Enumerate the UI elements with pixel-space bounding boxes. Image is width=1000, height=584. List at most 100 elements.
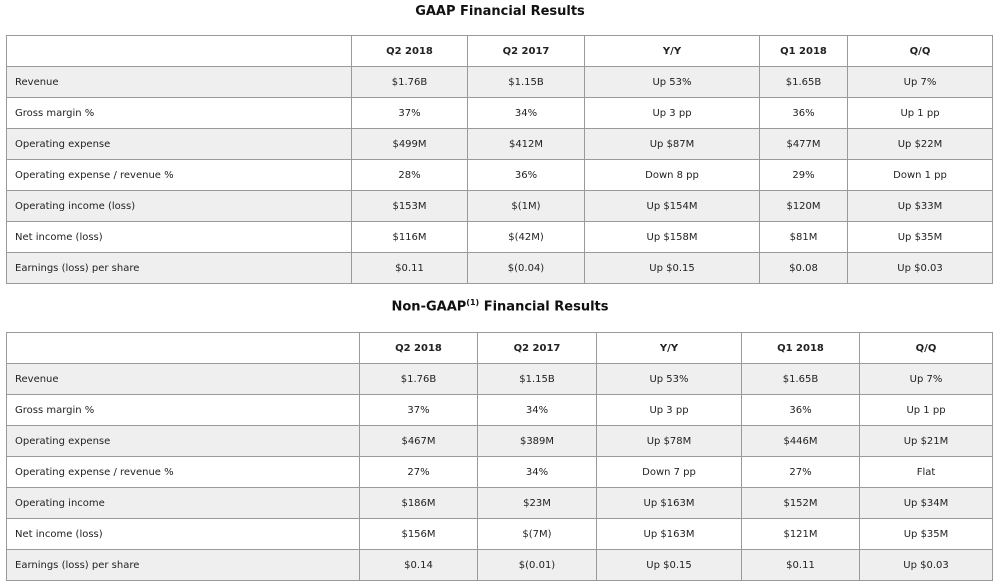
table-cell: Up 3 pp (584, 97, 760, 129)
table-cell: $1.76B (359, 363, 478, 395)
table-row: Gross margin % 37% 34% Up 3 pp 36% Up 1 pp (6, 97, 993, 129)
table-cell: 34% (477, 394, 597, 426)
table-cell: Up $87M (584, 128, 760, 160)
table-cell: Up $22M (847, 128, 993, 160)
table-header-row: Q2 2018 Q2 2017 Y/Y Q1 2018 Q/Q (6, 35, 993, 67)
table-cell: $477M (759, 128, 848, 160)
table-cell: Up $35M (847, 221, 993, 253)
column-header: Q1 2018 (759, 35, 848, 67)
column-header: Q2 2017 (477, 332, 597, 364)
table-cell: $0.11 (351, 252, 468, 284)
table-row: Revenue $1.76B $1.15B Up 53% $1.65B Up 7% (6, 363, 993, 395)
table-cell: Up 1 pp (847, 97, 993, 129)
table-cell: Up $158M (584, 221, 760, 253)
table-cell: $1.65B (741, 363, 860, 395)
table-cell: Up $0.03 (847, 252, 993, 284)
column-header (6, 332, 360, 364)
row-label: Net income (loss) (6, 221, 352, 253)
table-cell: $(0.04) (467, 252, 585, 284)
row-label: Gross margin % (6, 394, 360, 426)
table-cell: $0.11 (741, 549, 860, 581)
table-cell: $389M (477, 425, 597, 457)
column-header: Y/Y (596, 332, 742, 364)
table-row: Earnings (loss) per share $0.11 $(0.04) Up … (6, 252, 993, 284)
table-cell: Up 53% (596, 363, 742, 395)
row-label: Operating expense / revenue % (6, 456, 360, 488)
table-cell: $23M (477, 487, 597, 519)
row-label: Operating expense / revenue % (6, 159, 352, 191)
table-cell: Up $0.15 (596, 549, 742, 581)
column-header: Q1 2018 (741, 332, 860, 364)
row-label: Operating income (6, 487, 360, 519)
table-cell: $156M (359, 518, 478, 550)
table-cell: 29% (759, 159, 848, 191)
table-header-row: Q2 2018 Q2 2017 Y/Y Q1 2018 Q/Q (6, 332, 993, 364)
table-cell: 28% (351, 159, 468, 191)
row-label: Gross margin % (6, 97, 352, 129)
table-cell: $446M (741, 425, 860, 457)
table-cell: $81M (759, 221, 848, 253)
table-cell: Up $33M (847, 190, 993, 222)
table-cell: Flat (859, 456, 993, 488)
table-row: Operating expense $467M $389M Up $78M $446M U… (6, 425, 993, 457)
table-cell: $0.14 (359, 549, 478, 581)
table-cell: Up 1 pp (859, 394, 993, 426)
column-header: Q2 2018 (351, 35, 468, 67)
table-row: Gross margin % 37% 34% Up 3 pp 36% Up 1 pp (6, 394, 993, 426)
column-header: Q2 2018 (359, 332, 478, 364)
row-label: Operating expense (6, 128, 352, 160)
table-cell: Up $163M (596, 518, 742, 550)
row-label: Operating expense (6, 425, 360, 457)
table-cell: 37% (351, 97, 468, 129)
row-label: Revenue (6, 363, 360, 395)
table-row: Revenue $1.76B $1.15B Up 53% $1.65B Up 7% (6, 66, 993, 98)
table-cell: $0.08 (759, 252, 848, 284)
table-cell: Up $35M (859, 518, 993, 550)
table-cell: Up $0.15 (584, 252, 760, 284)
row-label: Operating income (loss) (6, 190, 352, 222)
table-row: Operating expense $499M $412M Up $87M $477M U… (6, 128, 993, 160)
table-cell: $186M (359, 487, 478, 519)
table-cell: Down 7 pp (596, 456, 742, 488)
nongaap-title-footnote: (1) (466, 298, 480, 307)
table-cell: $153M (351, 190, 468, 222)
table-cell: 34% (477, 456, 597, 488)
table-cell: $120M (759, 190, 848, 222)
column-header: Q2 2017 (467, 35, 585, 67)
table-cell: 36% (741, 394, 860, 426)
table-row: Net income (loss) $116M $(42M) Up $158M $81M… (6, 221, 993, 253)
table-row: Operating expense / revenue % 27% 34% Down … (6, 456, 993, 488)
column-header: Q/Q (847, 35, 993, 67)
table-cell: 37% (359, 394, 478, 426)
table-cell: Up $163M (596, 487, 742, 519)
table-cell: $152M (741, 487, 860, 519)
row-label: Net income (loss) (6, 518, 360, 550)
nongaap-title-suffix: Financial Results (479, 299, 609, 315)
table-cell: $(0.01) (477, 549, 597, 581)
table-cell: Up $0.03 (859, 549, 993, 581)
table-cell: $1.76B (351, 66, 468, 98)
table-cell: 27% (359, 456, 478, 488)
table-cell: Up $34M (859, 487, 993, 519)
row-label: Earnings (loss) per share (6, 252, 352, 284)
table-cell: 27% (741, 456, 860, 488)
table-cell: Down 1 pp (847, 159, 993, 191)
gaap-table: Q2 2018 Q2 2017 Y/Y Q1 2018 Q/Q Revenue $1.76… (6, 35, 993, 284)
table-cell: $467M (359, 425, 478, 457)
column-header: Q/Q (859, 332, 993, 364)
table-cell: Down 8 pp (584, 159, 760, 191)
table-row: Earnings (loss) per share $0.14 $(0.01) Up … (6, 549, 993, 581)
table-cell: $1.65B (759, 66, 848, 98)
table-cell: $(7M) (477, 518, 597, 550)
nongaap-table: Q2 2018 Q2 2017 Y/Y Q1 2018 Q/Q Revenue $1.76… (6, 332, 993, 581)
table-row: Operating expense / revenue % 28% 36% Down … (6, 159, 993, 191)
column-header (6, 35, 352, 67)
table-row: Operating income (loss) $153M $(1M) Up $154… (6, 190, 993, 222)
table-cell: 36% (467, 159, 585, 191)
table-cell: Up 53% (584, 66, 760, 98)
table-cell: $(42M) (467, 221, 585, 253)
table-cell: Up 7% (859, 363, 993, 395)
table-cell: $499M (351, 128, 468, 160)
table-cell: $412M (467, 128, 585, 160)
row-label: Revenue (6, 66, 352, 98)
